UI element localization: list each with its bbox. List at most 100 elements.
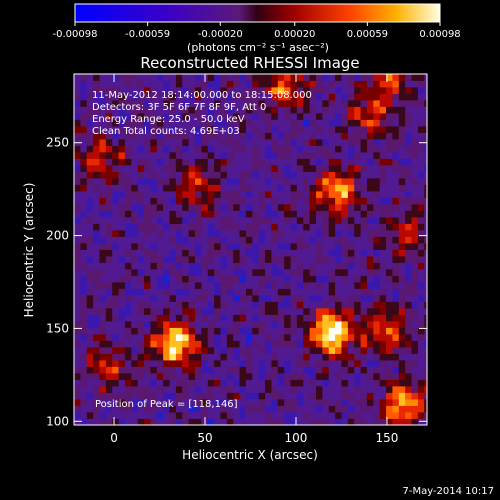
heatmap-cell bbox=[265, 418, 272, 425]
heatmap-cell bbox=[150, 256, 158, 263]
heatmap-cell bbox=[341, 282, 349, 289]
heatmap-cell bbox=[354, 262, 361, 270]
heatmap-cell bbox=[195, 321, 202, 328]
heatmap-cell bbox=[284, 230, 291, 237]
heatmap-cell bbox=[163, 392, 170, 400]
heatmap-cell bbox=[93, 379, 100, 387]
heatmap-cell bbox=[405, 321, 412, 328]
heatmap-cell bbox=[341, 360, 349, 367]
heatmap-cell bbox=[417, 80, 425, 88]
heatmap-cell bbox=[277, 379, 285, 387]
heatmap-cell bbox=[124, 308, 132, 315]
heatmap-cell bbox=[366, 269, 374, 276]
heatmap-cell bbox=[86, 197, 94, 205]
heatmap-cell bbox=[118, 230, 126, 237]
heatmap-cell bbox=[80, 412, 88, 419]
heatmap-cell bbox=[335, 379, 342, 387]
heatmap-cell bbox=[195, 353, 202, 361]
heatmap-cell bbox=[144, 106, 151, 114]
heatmap-cell bbox=[303, 139, 311, 146]
heatmap-cell bbox=[74, 223, 81, 231]
heatmap-cell bbox=[131, 334, 139, 341]
heatmap-cell bbox=[93, 243, 100, 250]
heatmap-cell bbox=[322, 353, 330, 361]
heatmap-cell bbox=[74, 165, 81, 172]
heatmap-cell bbox=[405, 178, 412, 185]
heatmap-cell bbox=[424, 171, 427, 179]
heatmap-cell bbox=[277, 373, 285, 380]
heatmap-cell bbox=[201, 386, 209, 393]
heatmap-cell bbox=[405, 308, 412, 315]
heatmap-cell bbox=[99, 171, 107, 179]
heatmap-cell bbox=[124, 158, 132, 166]
heatmap-cell bbox=[417, 126, 425, 133]
heatmap-cell bbox=[424, 100, 427, 107]
heatmap-cell bbox=[182, 93, 190, 101]
heatmap-cell bbox=[309, 321, 317, 328]
heatmap-cell bbox=[341, 399, 349, 406]
heatmap-cell bbox=[124, 191, 132, 198]
heatmap-cell bbox=[277, 314, 285, 322]
heatmap-cell bbox=[220, 405, 228, 413]
heatmap-cell bbox=[366, 106, 374, 114]
heatmap-cell bbox=[417, 119, 425, 127]
heatmap-cell bbox=[220, 295, 228, 302]
footer-date: 7-May-2014 10:17 bbox=[402, 486, 494, 497]
heatmap-cell bbox=[214, 243, 221, 250]
heatmap-cell bbox=[156, 353, 164, 361]
heatmap-cell bbox=[373, 249, 381, 257]
heatmap-cell bbox=[112, 132, 119, 140]
heatmap-cell bbox=[392, 171, 400, 179]
heatmap-cell bbox=[335, 256, 342, 263]
heatmap-cell bbox=[303, 275, 311, 283]
heatmap-cell bbox=[309, 360, 317, 367]
heatmap-cell bbox=[296, 145, 304, 153]
heatmap-cell bbox=[303, 314, 311, 322]
heatmap-cell bbox=[175, 106, 183, 114]
heatmap-cell bbox=[424, 132, 427, 140]
heatmap-cell bbox=[417, 87, 425, 94]
heatmap-cell bbox=[411, 262, 419, 270]
heatmap-cell bbox=[290, 295, 298, 302]
heatmap-cell bbox=[214, 282, 221, 289]
heatmap-cell bbox=[360, 171, 368, 179]
heatmap-cell bbox=[341, 210, 349, 218]
heatmap-cell bbox=[93, 132, 100, 140]
heatmap-cell bbox=[99, 399, 107, 406]
heatmap-cell bbox=[284, 223, 291, 231]
heatmap-cell bbox=[182, 165, 190, 172]
heatmap-cell bbox=[386, 379, 393, 387]
x-axis-label: Heliocentric X (arcsec) bbox=[182, 448, 318, 462]
heatmap-cell bbox=[169, 334, 177, 341]
heatmap-cell bbox=[271, 158, 279, 166]
heatmap-cell bbox=[379, 321, 387, 328]
heatmap-cell bbox=[316, 392, 323, 400]
heatmap-cell bbox=[137, 100, 145, 107]
heatmap-cell bbox=[137, 327, 145, 335]
heatmap-cell bbox=[373, 197, 381, 205]
heatmap-cell bbox=[252, 210, 260, 218]
heatmap-cell bbox=[112, 366, 119, 374]
heatmap-cell bbox=[182, 405, 190, 413]
heatmap-cell bbox=[233, 230, 240, 237]
heatmap-cell bbox=[392, 93, 400, 101]
heatmap-cell bbox=[379, 171, 387, 179]
heatmap-cell bbox=[124, 321, 132, 328]
heatmap-cell bbox=[290, 340, 298, 348]
heatmap-cell bbox=[74, 379, 81, 387]
heatmap-cell bbox=[424, 392, 427, 400]
heatmap-cell bbox=[296, 87, 304, 94]
heatmap-cell bbox=[417, 379, 425, 387]
heatmap-cell bbox=[360, 373, 368, 380]
heatmap-cell bbox=[233, 178, 240, 185]
heatmap-cell bbox=[163, 158, 170, 166]
heatmap-cell bbox=[188, 165, 196, 172]
heatmap-cell bbox=[169, 230, 177, 237]
heatmap-cell bbox=[182, 275, 190, 283]
heatmap-cell bbox=[392, 269, 400, 276]
heatmap-cell bbox=[99, 197, 107, 205]
heatmap-cell bbox=[271, 217, 279, 224]
heatmap-cell bbox=[277, 74, 285, 81]
heatmap-cell bbox=[290, 288, 298, 296]
